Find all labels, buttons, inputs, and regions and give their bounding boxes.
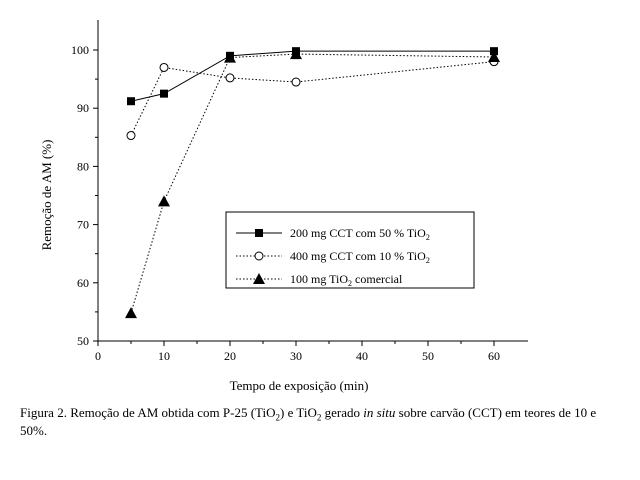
y-tick-label: 50: [77, 334, 89, 348]
y-tick-label: 100: [71, 43, 89, 57]
legend-label-1: 200 mg CCT com 50 % TiO2: [290, 226, 430, 242]
caption-text-1: Figura 2. Remoção de AM obtida com P-25 …: [20, 405, 276, 420]
legend: 200 mg CCT com 50 % TiO2 400 mg CCT com 1…: [225, 211, 475, 289]
series-3-point: [125, 307, 137, 319]
series-2: [126, 57, 499, 141]
x-tick-label: 60: [488, 349, 500, 363]
legend-box: [225, 211, 475, 289]
legend-marker-3: [253, 273, 265, 284]
series-2-line: [130, 61, 495, 136]
caption-italic: in situ: [363, 405, 396, 420]
x-axis-label: Tempo de exposição (min): [230, 378, 369, 393]
legend-marker-1: [255, 229, 263, 237]
legend-label-3: 100 mg TiO2 comercial: [290, 272, 403, 288]
series-3-point: [290, 48, 302, 60]
series-3-point: [158, 195, 170, 207]
caption-sub-2: 2: [316, 412, 322, 423]
y-tick-label: 70: [77, 218, 89, 232]
series-1-line: [130, 50, 494, 102]
caption-text-2: ) e TiO: [280, 405, 317, 420]
series-2-point: [126, 131, 136, 141]
caption-text-4: sobre carvão (CCT) em teores de 10 e 50%…: [20, 405, 597, 438]
series-3-point: [488, 50, 500, 62]
x-tick-label: 40: [356, 349, 368, 363]
x-tick-label: 0: [95, 349, 101, 363]
series-2-point: [159, 62, 169, 72]
caption-text-3: gerado: [321, 405, 364, 420]
x-tick-label: 10: [158, 349, 170, 363]
series-2-point: [225, 73, 235, 83]
y-axis-ticks: 50 60 70 80 90 100: [71, 43, 98, 348]
series-1-point: [127, 97, 135, 106]
series-1-point: [160, 89, 168, 98]
y-tick-label: 90: [77, 101, 89, 115]
x-tick-label: 50: [422, 349, 434, 363]
series-3-point: [224, 51, 236, 63]
caption-sub-1: 2: [275, 412, 281, 423]
series-3-line: [130, 53, 495, 314]
x-axis-ticks: 0 10 20 30 40 50 60: [95, 341, 500, 363]
plot-area: [125, 47, 500, 319]
y-tick-label: 80: [77, 159, 89, 173]
y-axis-label: Remoção de AM (%): [39, 140, 54, 251]
x-tick-label: 20: [224, 349, 236, 363]
x-tick-label: 30: [290, 349, 302, 363]
series-3: [125, 48, 500, 319]
figure-caption: Figura 2. Remoção de AM obtida com P-25 …: [20, 404, 620, 440]
legend-marker-2: [254, 251, 264, 261]
series-2-point: [291, 77, 301, 87]
legend-label-2: 400 mg CCT com 10 % TiO2: [290, 249, 430, 265]
chart-axes: [97, 20, 528, 342]
y-tick-label: 60: [77, 276, 89, 290]
